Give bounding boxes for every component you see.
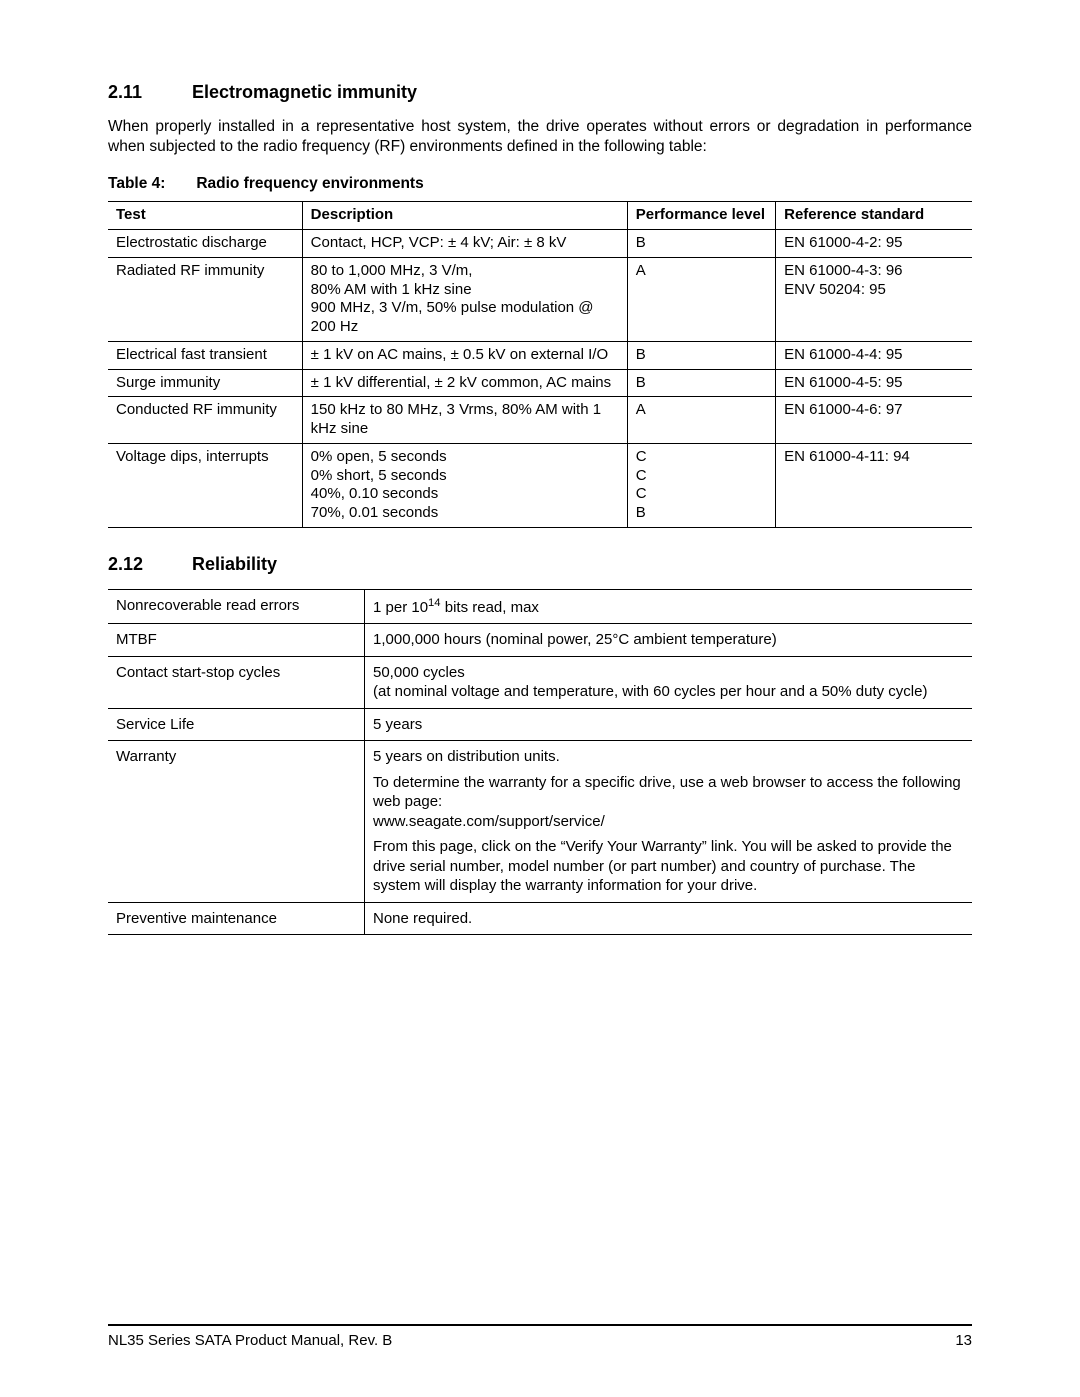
rf-test: Radiated RF immunity: [108, 257, 302, 341]
rf-description: Contact, HCP, VCP: ± 4 kV; Air: ± 8 kV: [302, 230, 627, 258]
table-row: Radiated RF immunity80 to 1,000 MHz, 3 V…: [108, 257, 972, 341]
rf-performance-level: CCCB: [627, 443, 775, 527]
reliability-label: Contact start-stop cycles: [108, 656, 365, 708]
reliability-table: Nonrecoverable read errors1 per 1014 bit…: [108, 589, 972, 936]
section-title: Electromagnetic immunity: [192, 82, 417, 103]
section-number: 2.11: [108, 82, 192, 103]
reliability-value: 5 years: [365, 708, 973, 741]
reliability-value: None required.: [365, 902, 973, 935]
rf-performance-level: B: [627, 230, 775, 258]
rf-reference-standard: EN 61000-4-4: 95: [776, 341, 972, 369]
section-number: 2.12: [108, 554, 192, 575]
rf-description: 150 kHz to 80 MHz, 3 Vrms, 80% AM with 1…: [302, 397, 627, 444]
table-row: Electrical fast transient± 1 kV on AC ma…: [108, 341, 972, 369]
table-header: Reference standard: [776, 202, 972, 230]
rf-performance-level: B: [627, 341, 775, 369]
rf-environments-table: TestDescriptionPerformance levelReferenc…: [108, 201, 972, 528]
section-title: Reliability: [192, 554, 277, 575]
reliability-value: 5 years on distribution units.To determi…: [365, 741, 973, 903]
table-row: Contact start-stop cycles50,000 cycles(a…: [108, 656, 972, 708]
table-row: Surge immunity± 1 kV differential, ± 2 k…: [108, 369, 972, 397]
table-header: Description: [302, 202, 627, 230]
rf-performance-level: A: [627, 257, 775, 341]
rf-test: Voltage dips, interrupts: [108, 443, 302, 527]
reliability-value: 1 per 1014 bits read, max: [365, 589, 973, 624]
table-4-caption: Table 4: Radio frequency environments: [108, 175, 972, 193]
reliability-label: MTBF: [108, 624, 365, 657]
reliability-label: Nonrecoverable read errors: [108, 589, 365, 624]
table-row: Voltage dips, interrupts0% open, 5 secon…: [108, 443, 972, 527]
section-2-11-heading: 2.11 Electromagnetic immunity: [108, 82, 972, 103]
table-row: Conducted RF immunity150 kHz to 80 MHz, …: [108, 397, 972, 444]
footer-page-number: 13: [955, 1332, 972, 1349]
section-2-12-heading: 2.12 Reliability: [108, 554, 972, 575]
reliability-label: Preventive maintenance: [108, 902, 365, 935]
rf-test: Electrical fast transient: [108, 341, 302, 369]
rf-reference-standard: EN 61000-4-6: 97: [776, 397, 972, 444]
rf-description: ± 1 kV on AC mains, ± 0.5 kV on external…: [302, 341, 627, 369]
section-2-11-paragraph: When properly installed in a representat…: [108, 117, 972, 157]
table-header: Test: [108, 202, 302, 230]
rf-description: 0% open, 5 seconds0% short, 5 seconds40%…: [302, 443, 627, 527]
rf-reference-standard: EN 61000-4-2: 95: [776, 230, 972, 258]
table-row: MTBF1,000,000 hours (nominal power, 25°C…: [108, 624, 972, 657]
reliability-value: 50,000 cycles(at nominal voltage and tem…: [365, 656, 973, 708]
page: 2.11 Electromagnetic immunity When prope…: [0, 0, 1080, 1397]
table-row: Nonrecoverable read errors1 per 1014 bit…: [108, 589, 972, 624]
rf-test: Electrostatic discharge: [108, 230, 302, 258]
footer-left: NL35 Series SATA Product Manual, Rev. B: [108, 1332, 392, 1349]
footer-rule: [108, 1324, 972, 1326]
table-row: Electrostatic dischargeContact, HCP, VCP…: [108, 230, 972, 258]
table-header: Performance level: [627, 202, 775, 230]
reliability-value: 1,000,000 hours (nominal power, 25°C amb…: [365, 624, 973, 657]
rf-performance-level: A: [627, 397, 775, 444]
rf-reference-standard: EN 61000-4-3: 96ENV 50204: 95: [776, 257, 972, 341]
rf-test: Conducted RF immunity: [108, 397, 302, 444]
table-label: Table 4:: [108, 175, 192, 193]
table-row: Service Life5 years: [108, 708, 972, 741]
rf-reference-standard: EN 61000-4-5: 95: [776, 369, 972, 397]
rf-test: Surge immunity: [108, 369, 302, 397]
rf-performance-level: B: [627, 369, 775, 397]
page-footer: NL35 Series SATA Product Manual, Rev. B …: [108, 1324, 972, 1349]
rf-description: ± 1 kV differential, ± 2 kV common, AC m…: [302, 369, 627, 397]
reliability-label: Service Life: [108, 708, 365, 741]
table-row: Warranty5 years on distribution units.To…: [108, 741, 972, 903]
rf-reference-standard: EN 61000-4-11: 94: [776, 443, 972, 527]
reliability-label: Warranty: [108, 741, 365, 903]
rf-description: 80 to 1,000 MHz, 3 V/m,80% AM with 1 kHz…: [302, 257, 627, 341]
table-caption-text: Radio frequency environments: [196, 175, 423, 192]
table-row: Preventive maintenanceNone required.: [108, 902, 972, 935]
